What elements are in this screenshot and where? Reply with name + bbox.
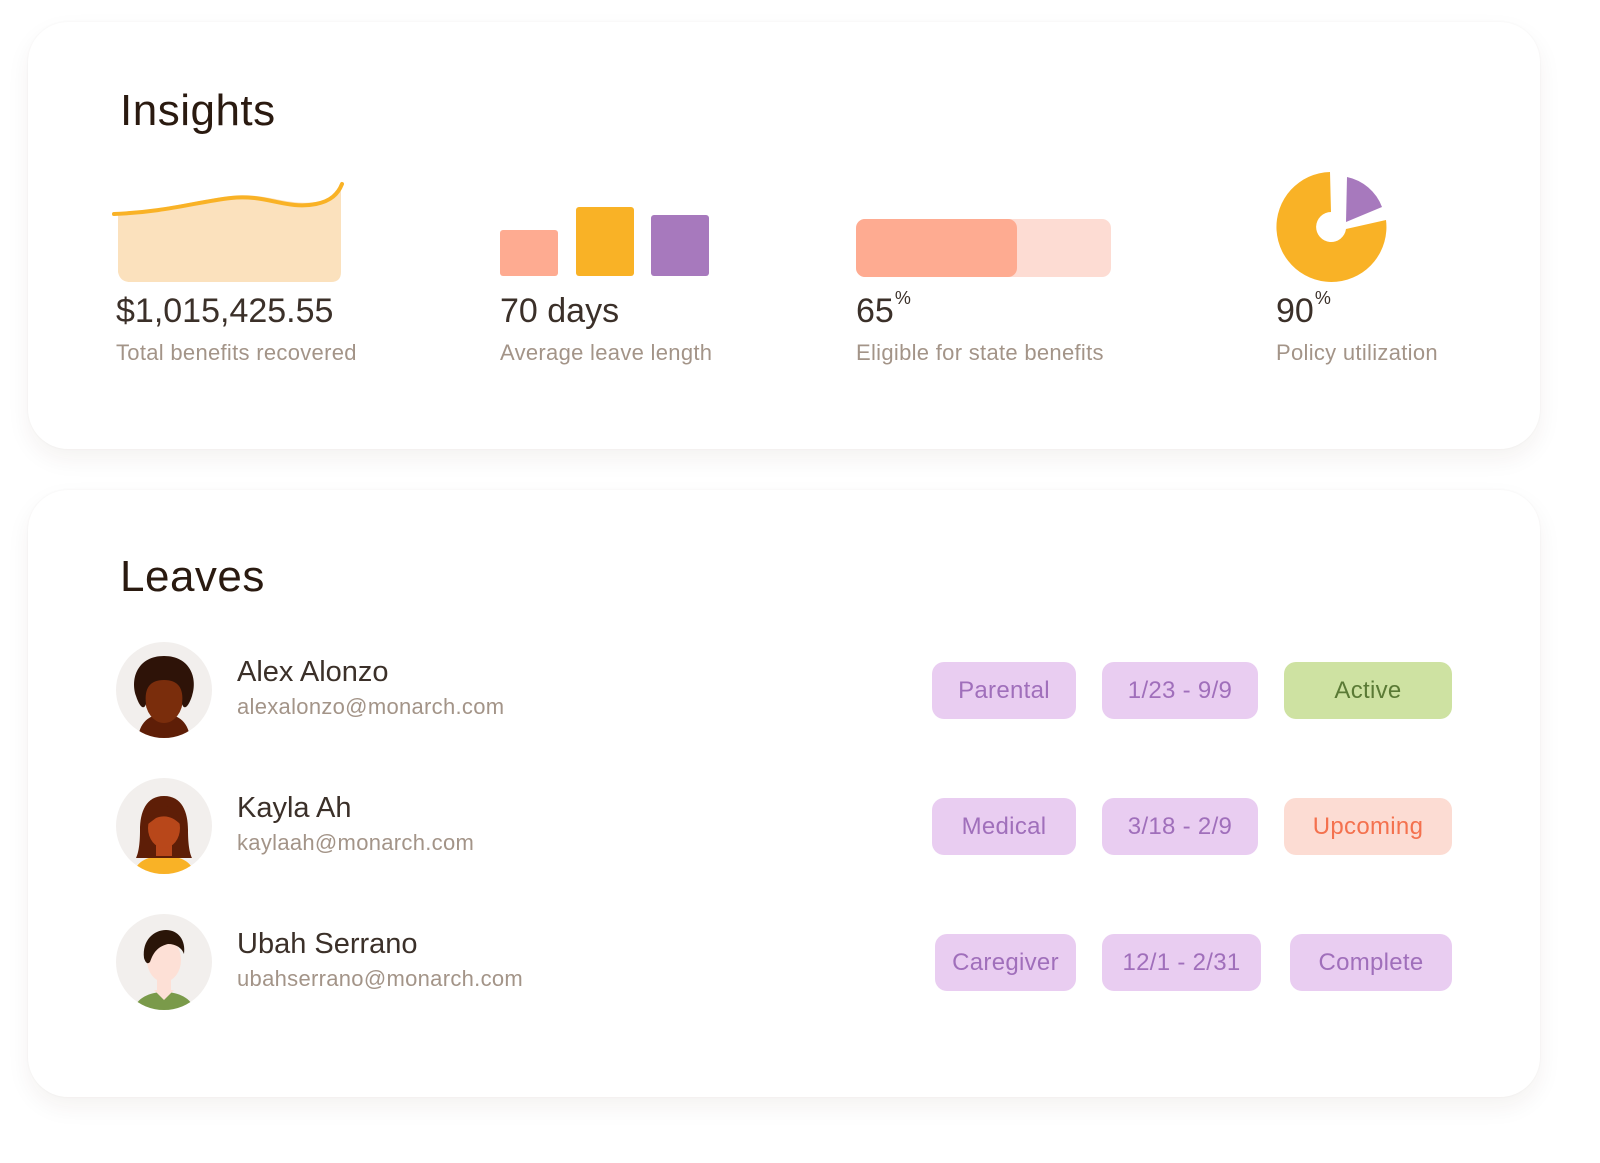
leave-name: Alex Alonzo	[237, 656, 389, 688]
policy-label: Policy utilization	[1276, 340, 1438, 365]
eligible-progress-fill	[856, 219, 1017, 277]
policy-donut-chart	[1276, 172, 1387, 282]
leave-dates-badge: 1/23 - 9/9	[1102, 662, 1258, 719]
leave-row-ubah[interactable]: Ubah Serrano ubahserrano@monarch.com Car…	[116, 914, 1456, 1014]
leave-email: ubahserrano@monarch.com	[237, 966, 524, 991]
insights-title: Insights	[120, 86, 276, 135]
eligible-label: Eligible for state benefits	[856, 340, 1104, 365]
leave-bar-chart	[500, 207, 709, 276]
leave-status-badge: Complete	[1290, 934, 1452, 991]
leave-dates-badge: 12/1 - 2/31	[1102, 934, 1261, 991]
eligible-unit: %	[894, 288, 911, 308]
leaves-card: Leaves Alex Alonzo alexalonzo@monarch.co…	[28, 490, 1540, 1097]
leave-bar-3	[651, 215, 709, 276]
insights-card: Insights $1,015,425.55 Total benefits re…	[28, 22, 1540, 449]
benefits-area-chart	[112, 182, 344, 282]
eligible-value: 65%	[856, 288, 911, 330]
leave-row-kayla[interactable]: Kayla Ah kaylaah@monarch.com Medical 3/1…	[116, 778, 1456, 878]
leaves-title: Leaves	[120, 552, 265, 601]
eligible-progress-bar	[856, 219, 1111, 277]
leave-status-badge: Upcoming	[1284, 798, 1452, 855]
leave-type-badge: Caregiver	[935, 934, 1076, 991]
policy-unit: %	[1314, 288, 1331, 308]
leave-value: 70 days	[500, 292, 620, 330]
leave-email: alexalonzo@monarch.com	[237, 694, 505, 719]
leave-row-alex[interactable]: Alex Alonzo alexalonzo@monarch.com Paren…	[116, 642, 1456, 742]
benefits-trend-line	[112, 182, 344, 216]
benefits-value: $1,015,425.55	[116, 292, 334, 330]
benefits-label: Total benefits recovered	[116, 340, 357, 365]
leave-type-badge: Medical	[932, 798, 1076, 855]
leave-email: kaylaah@monarch.com	[237, 830, 475, 855]
leave-bar-1	[500, 230, 558, 276]
leave-status-badge: Active	[1284, 662, 1452, 719]
leave-dates-badge: 3/18 - 2/9	[1102, 798, 1258, 855]
leave-name: Kayla Ah	[237, 792, 352, 824]
avatar-ubah	[116, 914, 212, 1010]
avatar-alex	[116, 642, 212, 738]
avatar-kayla	[116, 778, 212, 874]
leave-name: Ubah Serrano	[237, 928, 418, 960]
leave-label: Average leave length	[500, 340, 713, 365]
policy-donut-main-segment	[1276, 172, 1387, 282]
policy-donut-small-segment	[1346, 177, 1382, 222]
policy-value: 90%	[1276, 288, 1331, 330]
leave-bar-2	[576, 207, 634, 276]
leave-type-badge: Parental	[932, 662, 1076, 719]
